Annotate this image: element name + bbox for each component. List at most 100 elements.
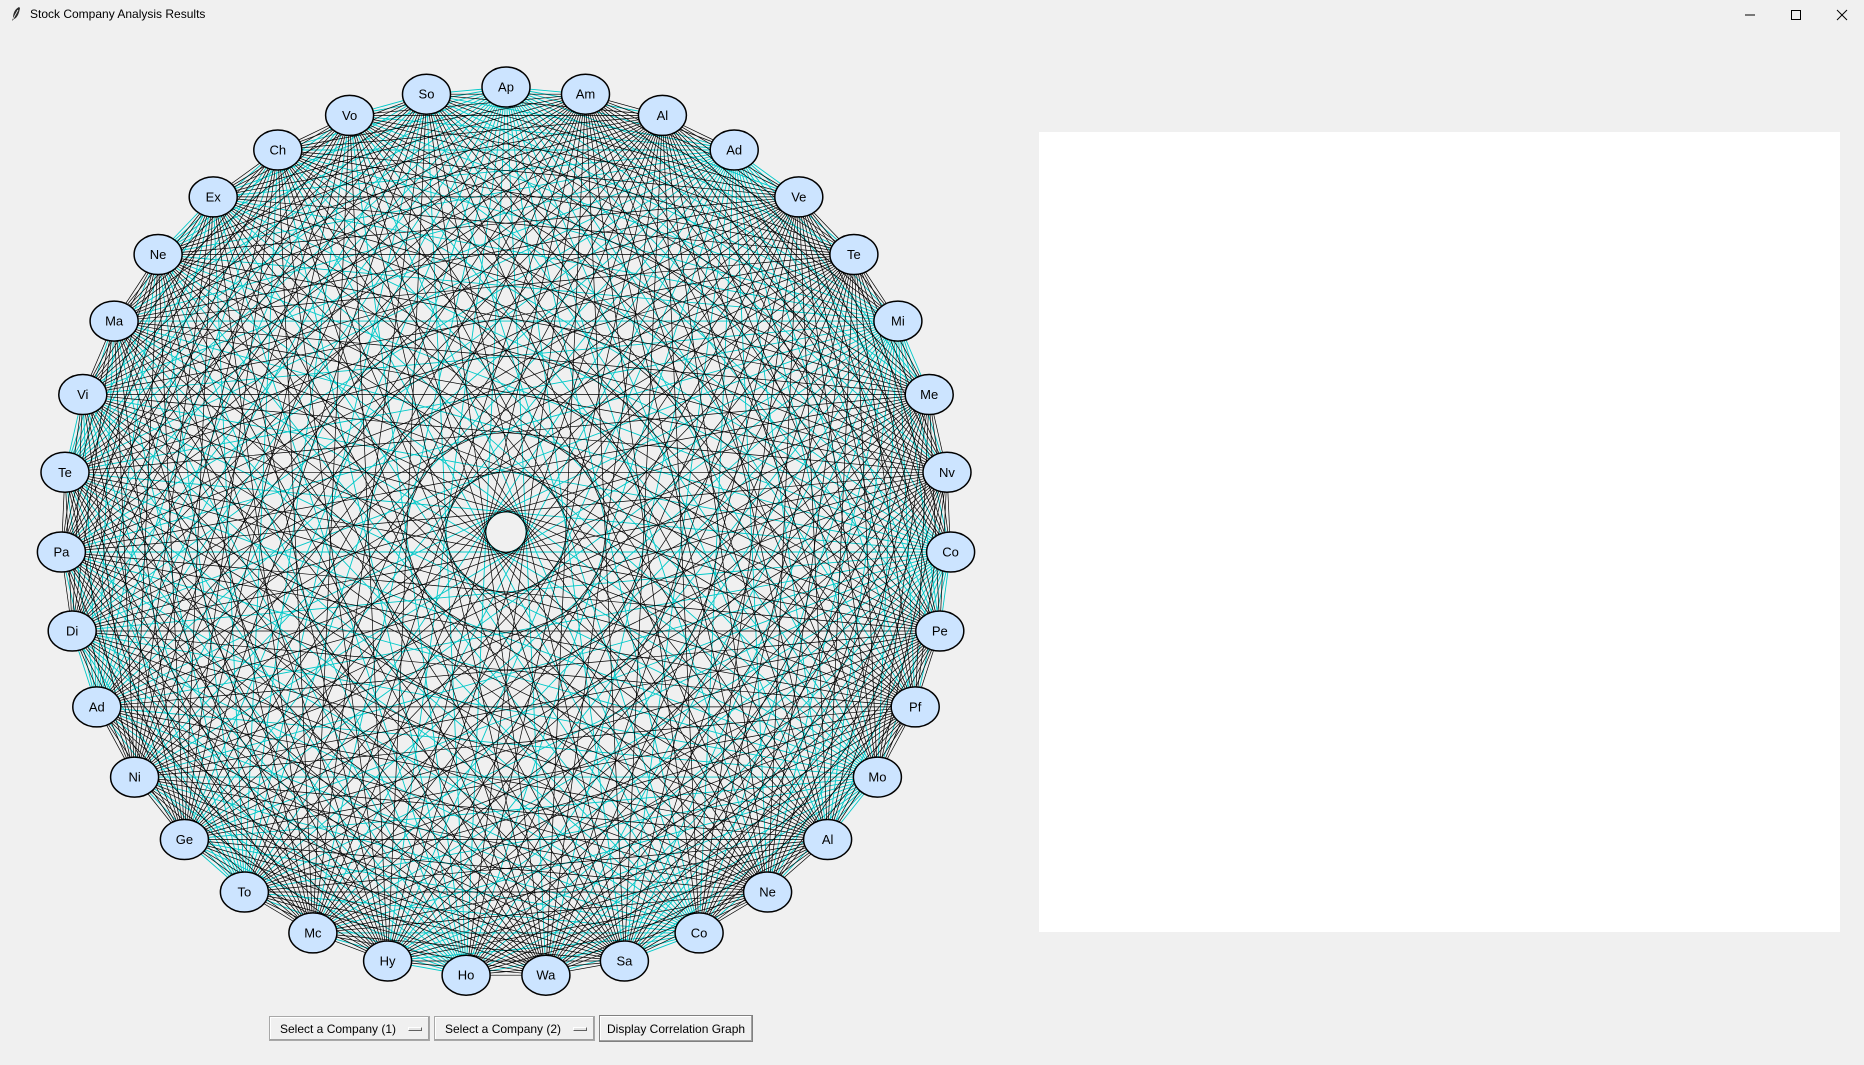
correlation-edge [113,320,388,962]
correlation-edge [114,320,948,473]
correlation-edge [96,706,245,893]
correlation-edge [71,149,735,632]
correlation-edge [157,254,940,632]
correlation-edge [61,115,350,553]
correlation-edge [157,86,507,255]
correlation-edge [134,776,828,840]
correlation-edge [134,630,940,778]
correlation-edge [244,891,700,934]
company-1-select[interactable]: Select a Company (1) [269,1016,430,1041]
company-node-label: Ad [726,143,742,158]
correlation-edge [212,196,916,708]
correlation-edge [624,196,800,962]
correlation-edge [96,149,735,708]
correlation-edge [61,149,279,553]
correlation-edge [465,115,663,976]
company-node: Al [637,94,688,137]
correlation-edge [96,93,427,708]
correlation-edge [71,630,185,840]
correlation-edge [157,254,314,933]
correlation-edge [277,149,941,632]
correlation-edge [733,149,899,322]
correlation-edge [64,472,98,707]
correlation-edge [624,551,951,962]
correlation-edge [312,254,855,934]
correlation-edge [61,471,948,553]
correlation-edge [465,320,899,976]
company-node: Mo [852,756,903,798]
correlation-edge [212,196,388,962]
correlation-edge [134,471,948,778]
company-node: Ho [441,954,491,996]
minimize-button[interactable] [1727,0,1773,29]
company-node-label: Ho [458,968,475,983]
company-node: Ma [89,300,139,342]
correlation-edge [212,196,547,976]
company-node-circle [288,912,338,954]
correlation-edge [213,196,951,553]
correlation-edge [134,94,427,778]
edges-secondary [60,86,952,976]
correlation-edge [426,93,663,116]
company-node-label: Te [58,465,72,480]
correlation-edge [349,115,768,893]
company-node: Ad [709,129,759,171]
correlation-edge [184,551,951,840]
company-node-circle [904,373,954,416]
correlation-edge [82,394,185,840]
correlation-edge [184,776,878,840]
correlation-edge [465,706,916,976]
company-node: Al [802,818,853,861]
company-2-select[interactable]: Select a Company (2) [434,1016,595,1041]
company-node-label: Vi [77,387,88,402]
correlation-edge [61,551,940,632]
feather-icon [12,7,20,21]
company-node: Ge [159,818,210,861]
correlation-edge [61,254,855,553]
correlation-edge [113,115,350,322]
company-node-label: Ge [176,832,193,847]
correlation-edge [71,115,663,632]
company-node: Vo [324,94,375,137]
correlation-edge [96,706,768,893]
correlation-edge [212,196,700,934]
correlation-edge [662,115,930,395]
correlation-edge [212,196,828,840]
correlation-edge [96,630,940,708]
correlation-edge [96,706,625,962]
correlation-edge [585,93,951,553]
company-node-label: Nv [939,465,955,480]
company-node: Wa [521,954,571,996]
correlation-edge [61,196,799,553]
correlation-edge [64,472,388,962]
correlation-edge [64,472,185,840]
correlation-edge [243,115,351,893]
correlation-edge [213,196,930,395]
company-node-circle [133,233,183,276]
correlation-edge [244,706,916,893]
correlation-edge [349,115,854,255]
correlation-edge [64,254,854,473]
correlation-edge [96,706,828,840]
correlation-edge [465,196,800,976]
correlation-edge [623,320,899,962]
close-button[interactable] [1819,0,1864,29]
correlation-edge [134,706,916,778]
company-node-label: Ad [89,699,105,714]
correlation-edge [82,115,350,395]
correlation-edge [61,551,314,934]
company-node-circle [441,954,491,996]
correlation-edge [82,394,700,934]
correlation-edge [277,149,467,976]
display-correlation-graph-button[interactable]: Display Correlation Graph [599,1015,754,1042]
correlation-edge [213,93,586,198]
company-node-label: Am [576,87,596,102]
company-node-circle [922,451,972,494]
correlation-edge [96,471,948,708]
company-1-select-label: Select a Company (1) [280,1021,397,1036]
correlation-edge [767,394,930,893]
correlation-edge [157,93,586,255]
correlation-edge [113,320,828,840]
maximize-button[interactable] [1773,0,1819,29]
correlation-edge [61,551,700,934]
